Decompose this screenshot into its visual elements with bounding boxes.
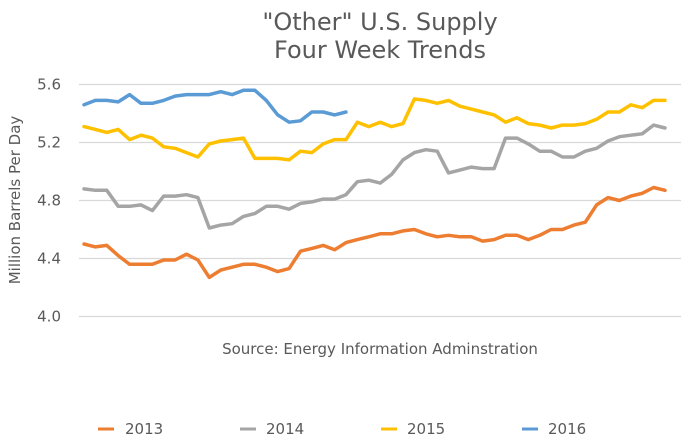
legend-label-2014: 2014	[266, 420, 304, 437]
y-tick-label: 4.8	[37, 192, 61, 210]
y-tick-label: 5.2	[37, 134, 61, 152]
chart-title-line-2: Four Week Trends	[274, 36, 486, 64]
series-line-2016	[82, 88, 348, 124]
y-tick-label: 5.6	[37, 76, 61, 94]
series-lines	[82, 88, 667, 280]
chart-title-line-1: "Other" U.S. Supply	[262, 8, 497, 36]
y-tick-label: 4.0	[37, 308, 61, 326]
legend: 2013 2014 2015 2016	[98, 420, 586, 437]
source-annotation: Source: Energy Information Adminstration	[222, 340, 538, 358]
legend-item-2013[interactable]: 2013	[98, 420, 163, 437]
legend-label-2015: 2015	[407, 420, 445, 437]
series-line-2014	[82, 123, 667, 230]
y-axis-label: Million Barrels Per Day	[6, 116, 24, 285]
y-tick-label: 4.4	[37, 250, 61, 268]
legend-item-2014[interactable]: 2014	[240, 420, 304, 437]
legend-label-2016: 2016	[548, 420, 586, 437]
y-axis-ticks: 5.6 5.2 4.8 4.4 4.0	[37, 76, 61, 326]
legend-item-2016[interactable]: 2016	[522, 420, 586, 437]
series-line-2013	[82, 185, 667, 280]
series-line-2015	[82, 97, 667, 162]
legend-item-2015[interactable]: 2015	[381, 420, 445, 437]
legend-label-2013: 2013	[125, 420, 163, 437]
